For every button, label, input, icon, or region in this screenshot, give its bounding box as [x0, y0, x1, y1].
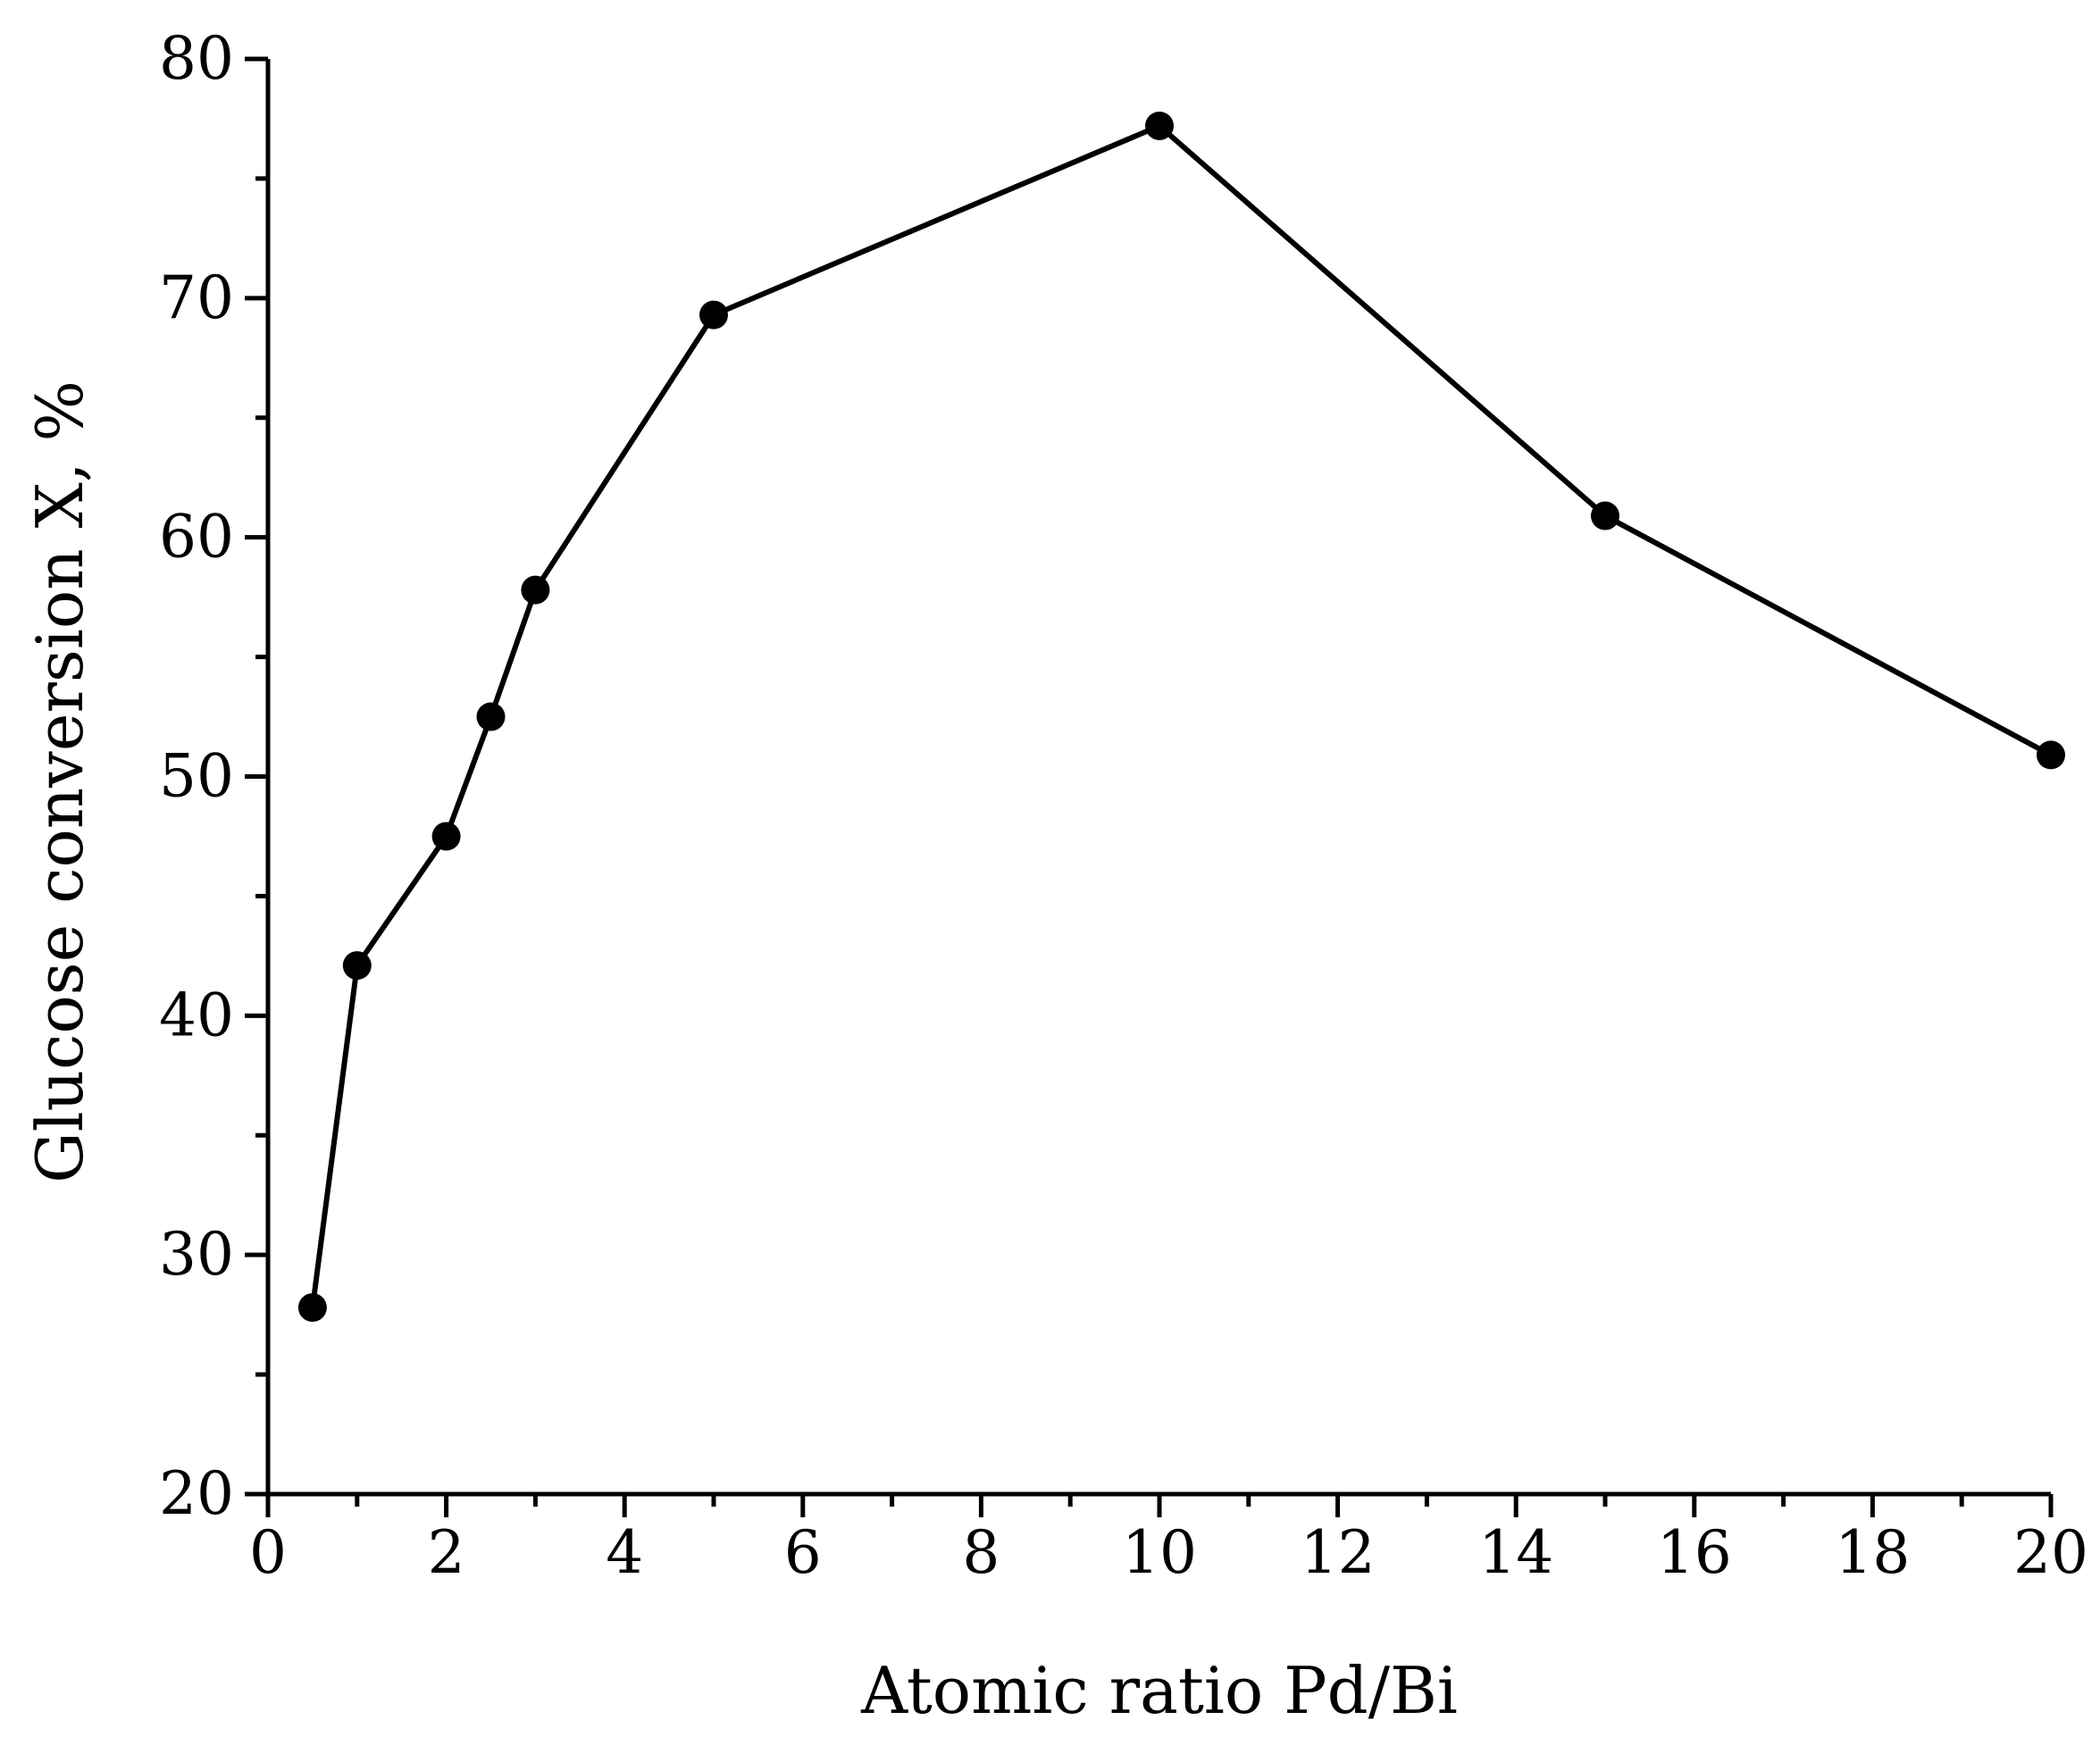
x-axis-title: Atomic ratio Pd/Bi	[860, 1653, 1458, 1728]
x-tick-label: 4	[606, 1518, 643, 1587]
y-tick-label: 80	[159, 24, 234, 93]
x-tick-label: 2	[428, 1518, 465, 1587]
y-tick-label: 20	[159, 1459, 234, 1528]
y-tick-label: 60	[159, 503, 234, 572]
data-point	[2037, 740, 2065, 770]
series-layer	[297, 111, 2065, 1323]
data-point	[342, 951, 372, 981]
x-tick-label: 12	[1301, 1518, 1376, 1587]
x-tick-label: 6	[784, 1518, 822, 1587]
x-tick-label: 8	[962, 1518, 1000, 1587]
y-tick-label: 40	[159, 981, 234, 1049]
x-tick-label: 14	[1478, 1518, 1553, 1587]
plot-area: 0 2 4 6 8 10 12 14 16 18 20 20 30 40 50 60 70 80	[159, 24, 2088, 1587]
data-point	[431, 822, 461, 851]
y-axis-ticks: 20 30 40 50 60 70 80	[159, 24, 268, 1528]
series-line	[309, 122, 2053, 1308]
x-tick-label: 20	[2013, 1518, 2088, 1587]
x-tick-label: 16	[1657, 1518, 1732, 1587]
y-tick-label: 50	[159, 742, 234, 811]
data-point	[1145, 111, 1174, 140]
x-tick-label: 18	[1835, 1518, 1910, 1587]
y-axis-title: Glucose conversion X, %	[22, 380, 97, 1183]
data-point	[521, 575, 550, 605]
x-axis-ticks: 0 2 4 6 8 10 12 14 16 18 20	[249, 1494, 2088, 1587]
y-tick-label: 70	[159, 263, 234, 332]
x-tick-label: 10	[1122, 1518, 1197, 1587]
data-point	[699, 300, 728, 330]
data-point	[297, 1293, 327, 1323]
data-point	[1591, 501, 1619, 530]
x-tick-label: 0	[249, 1518, 287, 1587]
y-tick-label: 30	[159, 1220, 234, 1289]
data-point	[476, 702, 506, 731]
